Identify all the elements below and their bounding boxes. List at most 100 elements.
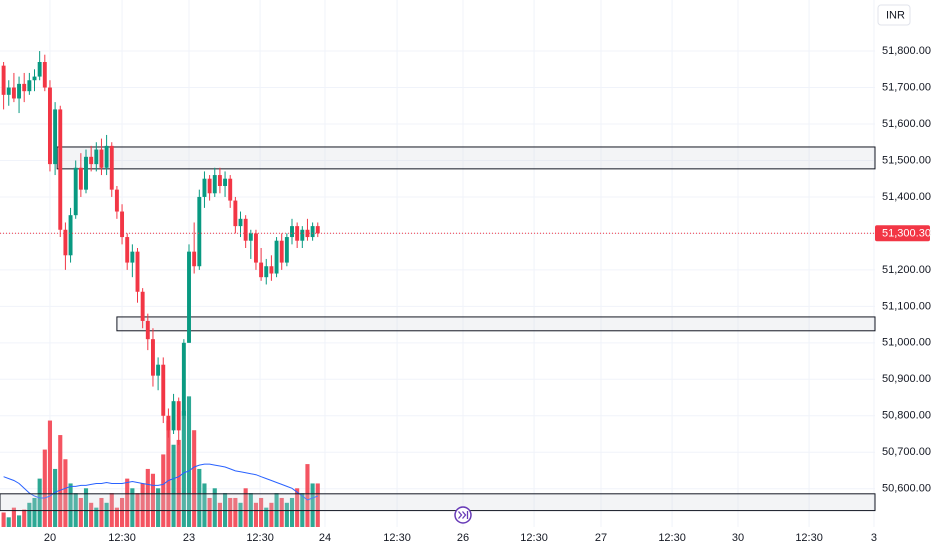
candle-body	[47, 87, 52, 165]
y-tick-label: 51,600.00	[882, 118, 931, 130]
x-tick-label: 12:30	[795, 532, 823, 544]
volume-bar	[166, 420, 171, 527]
x-tick-label: 3	[871, 532, 877, 544]
volume-bar	[233, 497, 238, 527]
volume-bar	[37, 478, 42, 527]
y-tick-label: 51,200.00	[882, 264, 931, 276]
candle-body	[187, 251, 191, 343]
candle-body	[99, 149, 104, 168]
candle-body	[279, 240, 284, 263]
candle-body	[233, 200, 238, 227]
y-tick-label: 51,800.00	[882, 45, 931, 57]
x-tick-label: 12:30	[383, 532, 411, 544]
zones	[0, 146, 876, 512]
currency: INR	[886, 9, 905, 21]
volume-bar	[27, 502, 32, 527]
x-tick-label: 12:30	[246, 532, 274, 544]
candle-body	[109, 145, 114, 190]
candle-body	[161, 364, 166, 416]
y-tick-label: 51,500.00	[882, 154, 931, 166]
candle-body	[228, 178, 233, 201]
volume-bar	[289, 497, 295, 527]
x-tick-label: 12:30	[108, 532, 136, 544]
candle-body	[151, 339, 155, 376]
volume-bar	[42, 449, 47, 527]
candle-body	[68, 215, 73, 256]
volume-bar	[161, 454, 166, 527]
volume-bar	[73, 493, 78, 527]
volume-bar	[197, 468, 202, 527]
candle-body	[125, 237, 130, 263]
volume-bar	[99, 497, 104, 527]
x-tick-label: 20	[44, 532, 56, 544]
candle-body	[166, 415, 171, 431]
candle-body	[274, 240, 279, 274]
candle-body	[238, 218, 243, 227]
volume-bar	[284, 502, 289, 527]
volume-bar	[156, 488, 161, 527]
volume-bar	[109, 493, 114, 527]
candle-body	[94, 149, 99, 165]
candle-body	[248, 233, 253, 241]
candle-body	[11, 87, 16, 99]
volume-bar	[274, 493, 279, 527]
volume-bar	[68, 483, 73, 527]
candle-body	[305, 229, 310, 238]
volume-bar	[83, 488, 89, 527]
last-price-badge	[875, 225, 930, 242]
candle-body	[284, 237, 289, 263]
candles	[1, 51, 320, 445]
candle-body	[32, 76, 37, 81]
volume-bar	[145, 468, 150, 527]
candle-body	[259, 262, 264, 278]
candle-body	[197, 196, 202, 267]
candle-body	[243, 218, 248, 241]
volume-bar	[253, 502, 259, 527]
volume-bar	[1, 512, 6, 527]
volume-bar	[53, 468, 58, 527]
jump-to-now[interactable]	[454, 506, 472, 524]
volume-bar	[248, 493, 253, 527]
candle-body	[254, 233, 258, 263]
candle-body	[269, 266, 274, 274]
volume-bar	[243, 488, 248, 527]
candle-body	[53, 109, 58, 165]
volume-pane	[1, 396, 320, 527]
zone	[0, 493, 876, 512]
currency-box[interactable]	[877, 4, 911, 26]
y-tick-label: 50,800.00	[882, 410, 931, 422]
candle-body	[300, 229, 305, 241]
jump-icon[interactable]	[454, 506, 472, 524]
x-tick-label: 23	[183, 532, 195, 544]
candle-body	[84, 156, 88, 190]
volume-bar	[135, 493, 140, 527]
volume-bar	[176, 439, 181, 527]
x-tick-label: 24	[319, 532, 331, 544]
volume-bar	[6, 517, 11, 527]
candle-body	[181, 342, 186, 416]
candle-body	[58, 109, 63, 230]
volume-bar	[104, 502, 109, 527]
candle-body	[89, 156, 94, 165]
volume-bar	[310, 483, 315, 527]
candle-body	[212, 175, 217, 194]
jump-arrow	[458, 511, 469, 519]
y-tick-label: 50,600.00	[882, 483, 931, 495]
volume-bar	[58, 435, 63, 527]
y-tick-label: 51,000.00	[882, 337, 931, 349]
candle-body	[171, 401, 176, 431]
x-tick-label: 30	[732, 532, 744, 544]
y-tick-label: 50,700.00	[882, 446, 931, 458]
volume-bar	[130, 488, 135, 527]
volume-bar	[228, 497, 233, 527]
x-tick-label: 27	[595, 532, 607, 544]
candle-body	[37, 62, 42, 77]
x-tick-label: 12:30	[520, 532, 548, 544]
volume-bar	[22, 509, 27, 527]
volume-bar	[63, 459, 68, 527]
volume-bar	[78, 497, 83, 527]
zone	[116, 316, 876, 332]
volume-bar	[264, 507, 269, 527]
